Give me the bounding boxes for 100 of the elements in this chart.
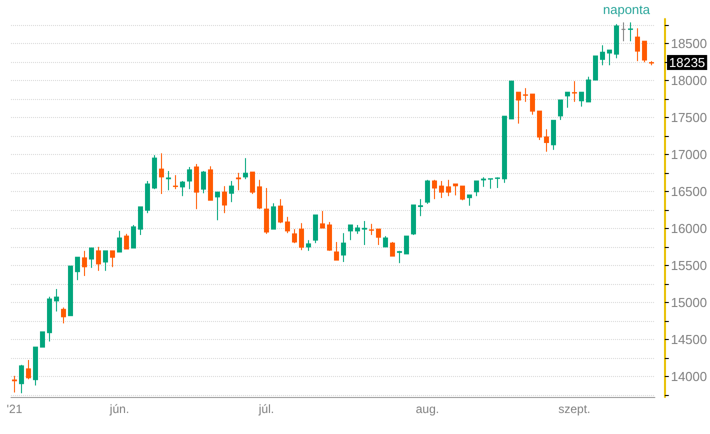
candlestick	[180, 180, 185, 197]
candlestick	[194, 163, 199, 210]
y-tick-label: 17500	[670, 110, 708, 125]
candlestick	[418, 198, 423, 217]
candlestick	[481, 176, 486, 188]
candlestick	[558, 99, 563, 120]
y-tick-label: 16500	[670, 184, 708, 199]
candlestick	[488, 178, 493, 190]
candlestick	[593, 55, 598, 81]
chart-subtitle: naponta	[603, 2, 651, 17]
candlestick	[544, 128, 549, 152]
candlestick	[453, 183, 458, 196]
candlestick	[439, 180, 444, 199]
candlestick	[257, 179, 262, 210]
candlestick	[173, 174, 178, 190]
candlestick	[642, 40, 647, 63]
y-tick-label: 17000	[670, 146, 708, 162]
candlestick	[621, 22, 626, 42]
candlestick	[187, 166, 192, 190]
x-tick-label: '21	[6, 402, 23, 416]
candlestick	[152, 154, 157, 190]
candlestick	[271, 202, 276, 230]
candlestick	[236, 172, 241, 191]
candlestick	[117, 230, 122, 253]
candlestick	[215, 192, 220, 221]
candlestick	[523, 88, 528, 102]
candlestick	[299, 222, 304, 251]
candlestick	[33, 346, 38, 386]
candlestick	[649, 60, 654, 66]
x-tick-label: aug.	[416, 402, 440, 416]
candlestick	[600, 44, 605, 66]
candlestick	[348, 224, 353, 241]
candlestick	[327, 222, 332, 252]
candlestick	[145, 180, 150, 214]
candlestick	[131, 224, 136, 249]
candlestick	[467, 194, 472, 206]
candlestick	[495, 176, 500, 189]
candlestick	[75, 256, 80, 281]
candlestick	[362, 220, 367, 246]
candlestick	[565, 92, 570, 108]
y-tick-label: 14000	[670, 368, 708, 384]
candlestick	[586, 76, 591, 102]
candlestick	[509, 80, 514, 120]
candlestick	[222, 186, 227, 214]
candlestick	[250, 172, 255, 194]
candlestick	[369, 223, 374, 236]
candlestick	[47, 296, 52, 342]
candlestick	[460, 185, 465, 201]
y-tick-label: 15500	[670, 258, 708, 273]
candlestick	[278, 198, 283, 224]
candlestick	[313, 214, 318, 244]
candlestick	[138, 206, 143, 236]
y-tick-label: 18000	[670, 72, 708, 88]
candlestick	[537, 110, 542, 140]
candlestick	[383, 236, 388, 248]
candlestick	[635, 28, 640, 62]
candlestick	[306, 240, 311, 252]
candlestick	[474, 180, 479, 197]
candlestick	[404, 236, 409, 254]
candlestick	[607, 50, 612, 66]
candlestick	[530, 94, 535, 116]
candlestick	[355, 224, 360, 234]
candlestick	[229, 180, 234, 203]
candlestick	[208, 166, 213, 201]
candlestick	[96, 246, 101, 272]
candlestick	[12, 375, 17, 394]
candlestick	[292, 228, 297, 244]
candlestick	[628, 22, 633, 42]
candlestick	[390, 242, 395, 257]
candlestick	[40, 331, 45, 348]
candlestick	[551, 120, 556, 150]
candlestick	[334, 242, 339, 261]
x-tick-label: szept.	[558, 402, 590, 416]
candlestick	[341, 232, 346, 262]
candlestick	[166, 170, 171, 191]
candlestick	[68, 266, 73, 316]
candlestick	[54, 288, 59, 312]
candlestick	[411, 204, 416, 236]
text: 18235	[669, 55, 706, 70]
candlestick	[82, 250, 87, 277]
candlestick	[243, 158, 248, 180]
candlestick	[502, 116, 507, 184]
candlestick	[103, 250, 108, 272]
x-tick-label: júl.	[258, 402, 274, 416]
candlestick	[110, 250, 115, 268]
candlestick	[26, 360, 31, 380]
candlestick	[614, 24, 619, 59]
candlestick	[425, 179, 430, 204]
candlestick	[124, 233, 129, 250]
candlestick	[19, 364, 24, 394]
y-tick-label: 16000	[670, 220, 708, 236]
candlestick	[516, 92, 521, 124]
candlestick	[264, 188, 269, 234]
candlestick	[285, 216, 290, 234]
y-tick-label: 14500	[670, 332, 708, 347]
candlestick	[201, 170, 206, 194]
candlestick	[579, 92, 584, 108]
candlestick	[572, 80, 577, 102]
candlestick	[320, 210, 325, 229]
y-tick-label: 15000	[670, 294, 708, 310]
